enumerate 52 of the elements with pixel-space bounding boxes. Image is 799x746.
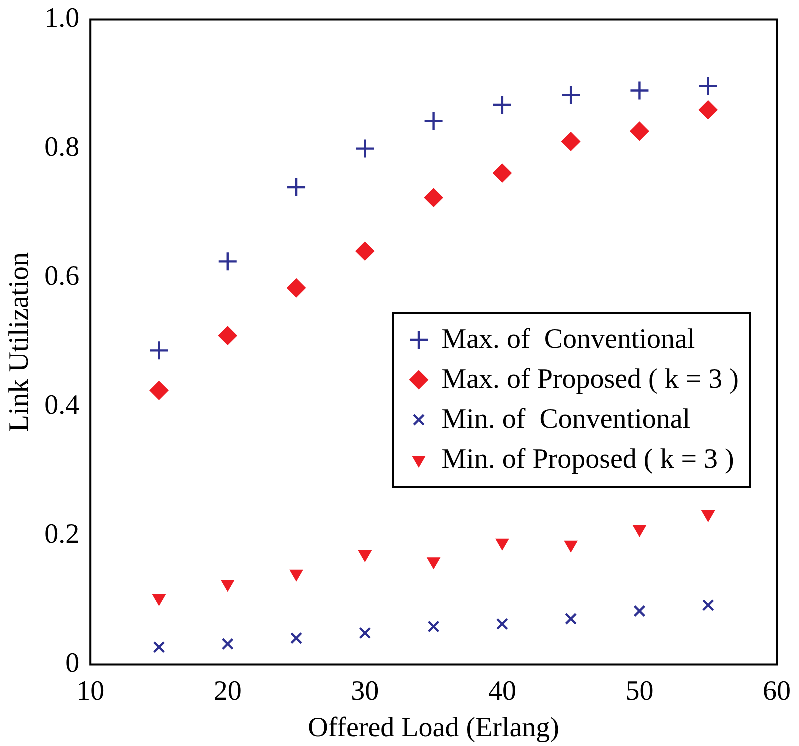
legend-label: Min. of Proposed ( k = 3 ) — [442, 443, 734, 477]
y-tick-label: 0.8 — [44, 132, 80, 164]
x-tick-label: 40 — [488, 676, 516, 707]
point — [698, 76, 718, 96]
point — [492, 164, 512, 183]
point — [496, 618, 508, 630]
point — [152, 594, 166, 606]
point — [424, 188, 444, 208]
point — [290, 632, 303, 644]
point — [218, 252, 238, 272]
x-axis-title: Offered Load (Erlang) — [308, 712, 560, 744]
point — [562, 132, 581, 152]
point — [221, 580, 234, 592]
point — [355, 138, 376, 159]
x-tick-label: 50 — [626, 676, 654, 707]
point — [358, 550, 372, 562]
point — [153, 641, 166, 654]
y-tick-label: 1.0 — [44, 3, 80, 34]
point — [698, 100, 718, 120]
legend-label: Max. of Conventional — [442, 323, 696, 357]
point — [290, 570, 304, 582]
point — [702, 510, 715, 522]
x-tick-label: 60 — [763, 676, 791, 707]
point — [287, 278, 306, 298]
legend-label: Min. of Conventional — [442, 403, 691, 437]
point — [149, 340, 170, 361]
point — [427, 558, 440, 570]
point — [702, 599, 714, 612]
point — [359, 627, 372, 640]
x-tick-label: 30 — [351, 676, 380, 707]
legend-label: Max. of Proposed ( k = 3 ) — [442, 363, 739, 397]
point — [630, 122, 650, 141]
point — [428, 620, 440, 633]
point — [633, 525, 646, 537]
point — [565, 612, 578, 626]
point — [496, 538, 509, 550]
y-axis-title: Link Utilization — [4, 252, 36, 432]
point — [492, 94, 513, 116]
point — [634, 605, 646, 618]
y-tick-label: 0.4 — [44, 390, 80, 422]
y-tick-label: 0.6 — [44, 261, 80, 292]
point — [356, 242, 375, 261]
point — [630, 80, 650, 101]
x-tick-label: 20 — [214, 676, 242, 707]
point — [286, 177, 307, 198]
point — [222, 638, 234, 650]
point — [150, 381, 169, 400]
point — [218, 326, 238, 346]
y-tick-label: 0.2 — [44, 519, 80, 550]
point — [564, 540, 578, 552]
point — [560, 85, 582, 106]
point — [424, 110, 444, 132]
